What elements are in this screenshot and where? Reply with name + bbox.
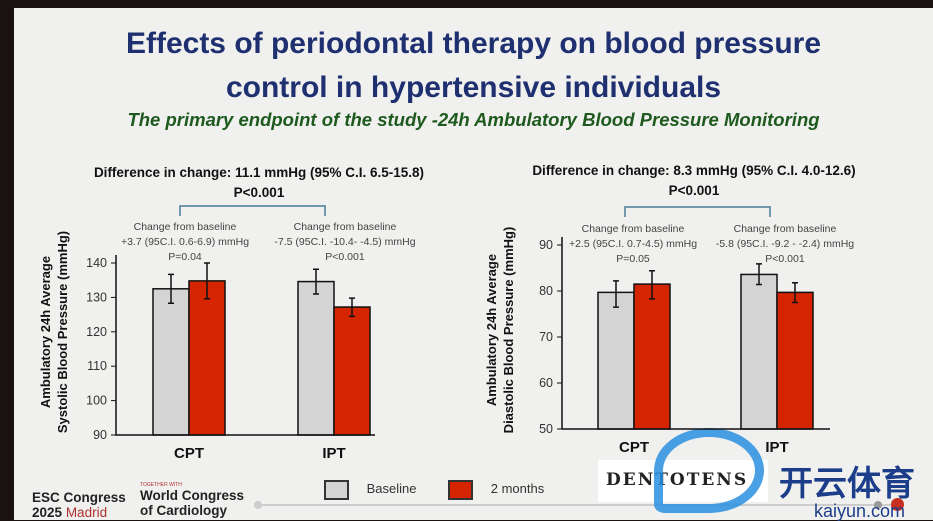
progress-track[interactable] bbox=[258, 504, 898, 506]
legend-2months: 2 months bbox=[490, 481, 545, 497]
ann-l2: -7.5 (95C.I. -10.4- -4.5) mmHg bbox=[274, 236, 416, 248]
legend-baseline: Baseline bbox=[366, 481, 417, 497]
wcc-line1: World Congress bbox=[140, 488, 245, 503]
bar-cpt-baseline bbox=[597, 291, 635, 430]
watermark-logo-icon bbox=[654, 428, 764, 513]
error-bar bbox=[313, 268, 319, 295]
progress-start-dot[interactable] bbox=[254, 501, 262, 509]
legend-swatch-2months bbox=[448, 480, 474, 500]
watermark-url: kaiyun.com bbox=[814, 501, 906, 521]
progress-dot[interactable] bbox=[874, 501, 882, 509]
y-tick-label: 130 bbox=[86, 290, 107, 304]
title-line-2: control in hypertensive individuals bbox=[225, 71, 722, 104]
bar-ipt-2months bbox=[776, 291, 814, 430]
bar-ipt-baseline bbox=[740, 273, 778, 430]
ann-l2: +2.5 (95C.I. 0.7-4.5) mmHg bbox=[568, 238, 698, 250]
y-tick-label: 140 bbox=[86, 256, 107, 270]
esc-city: Madrid bbox=[65, 505, 108, 520]
ann-l2: +3.7 (95C.I. 0.6-6.9) mmHg bbox=[120, 236, 250, 248]
y-tick-label: 90 bbox=[93, 428, 107, 442]
title-line-1: Effects of periodontal therapy on blood … bbox=[125, 27, 822, 60]
bar-cpt-baseline bbox=[152, 288, 190, 436]
wcc-logo: TOGETHER WITH World Congress of Cardiolo… bbox=[140, 482, 244, 518]
together-text: TOGETHER WITH bbox=[140, 482, 182, 488]
category-label: CPT bbox=[174, 445, 204, 462]
error-bar bbox=[756, 263, 762, 286]
y-tick-label: 100 bbox=[86, 394, 107, 408]
diff-text: Difference in change: 8.3 mmHg (95% C.I.… bbox=[532, 163, 856, 178]
category-label: IPT bbox=[765, 439, 788, 456]
ann-l3: P=0.04 bbox=[168, 251, 202, 263]
wcc-line2: of Cardiology bbox=[140, 503, 227, 518]
diff-p: P<0.001 bbox=[233, 185, 285, 200]
slide-subtitle: The primary endpoint of the study -24h A… bbox=[127, 109, 820, 130]
error-bar bbox=[204, 262, 210, 300]
annotation-cpt-diastolic: Change from baseline +2.5 (95C.I. 0.7-4.5… bbox=[558, 222, 708, 267]
annotation-ipt-systolic: Change from baseline -7.5 (95C.I. -10.4- … bbox=[270, 220, 420, 265]
y-tick-label: 110 bbox=[87, 359, 107, 373]
y-tick-label: 70 bbox=[539, 330, 553, 344]
esc-congress-logo: ESC Congress 2025 Madrid bbox=[32, 490, 126, 520]
y-tick-label: 50 bbox=[539, 422, 553, 436]
ann-l2: -5.8 (95C.I. -9.2 - -2.4) mmHg bbox=[715, 238, 855, 250]
legend: Baseline 2 months bbox=[324, 480, 544, 500]
error-bar bbox=[649, 270, 655, 300]
ann-l1: Change from baseline bbox=[581, 223, 685, 235]
error-bar bbox=[792, 281, 798, 304]
diff-p: P<0.001 bbox=[668, 183, 720, 198]
ann-l1: Change from baseline bbox=[293, 221, 397, 233]
ann-l1: Change from baseline bbox=[133, 221, 237, 233]
bar-ipt-2months bbox=[333, 306, 371, 436]
systolic-difference: Difference in change: 11.1 mmHg (95% C.I… bbox=[44, 163, 474, 203]
bar-cpt-2months bbox=[633, 283, 671, 430]
annotation-cpt-systolic: Change from baseline +3.7 (95C.I. 0.6-6.9… bbox=[110, 220, 260, 265]
y-tick-label: 120 bbox=[86, 325, 107, 339]
esc-text: ESC Congress bbox=[32, 490, 126, 505]
error-bar bbox=[168, 273, 174, 304]
bar-cpt-2months bbox=[188, 280, 226, 436]
legend-swatch-baseline bbox=[324, 480, 349, 500]
ann-l1: Change from baseline bbox=[733, 223, 837, 235]
error-bar bbox=[613, 280, 619, 308]
slide-title: Effects of periodontal therapy on blood … bbox=[14, 22, 933, 110]
comparison-bracket bbox=[624, 206, 771, 217]
y-tick-label: 60 bbox=[539, 376, 553, 390]
annotation-ipt-diastolic: Change from baseline -5.8 (95C.I. -9.2 - … bbox=[710, 222, 860, 267]
y-tick-label: 90 bbox=[539, 238, 553, 252]
watermark-chinese: 开云体育 bbox=[779, 465, 915, 503]
ann-l3: P=0.05 bbox=[616, 253, 650, 265]
category-label: CPT bbox=[619, 439, 649, 456]
error-bar bbox=[349, 297, 355, 318]
ann-l3: P<0.001 bbox=[765, 253, 805, 265]
bar-ipt-baseline bbox=[297, 280, 335, 436]
category-label: IPT bbox=[322, 445, 345, 462]
ann-l3: P<0.001 bbox=[325, 251, 365, 263]
progress-current-dot[interactable] bbox=[891, 498, 904, 511]
y-tick-label: 80 bbox=[539, 284, 553, 298]
comparison-bracket bbox=[179, 205, 326, 216]
diastolic-difference: Difference in change: 8.3 mmHg (95% C.I.… bbox=[484, 161, 904, 201]
esc-year: 2025 bbox=[32, 505, 63, 520]
diff-text: Difference in change: 11.1 mmHg (95% C.I… bbox=[93, 165, 425, 180]
